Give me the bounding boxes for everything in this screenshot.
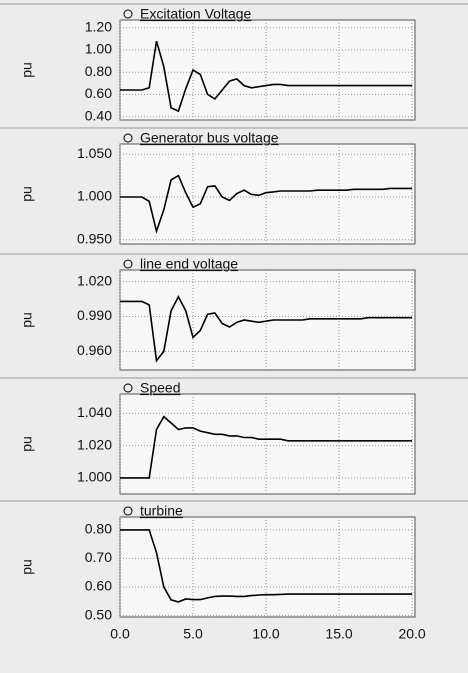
x-tick-label: 15.0: [325, 626, 352, 642]
y-tick-label: 0.990: [77, 307, 112, 323]
y-tick-label: 1.040: [77, 404, 112, 420]
y-axis-label: pu: [19, 62, 35, 78]
legend-label: Speed: [140, 380, 180, 396]
series-line: [120, 529, 413, 603]
y-tick-label: 0.50: [85, 606, 112, 622]
y-tick-label: 1.000: [77, 469, 112, 485]
plot-area: [119, 393, 416, 495]
legend-marker: [123, 383, 133, 393]
y-axis-label: pu: [19, 312, 35, 328]
x-tick-label: 20.0: [398, 626, 425, 642]
legend-label: Generator bus voltage: [140, 130, 279, 146]
plot-area: [119, 516, 416, 618]
y-tick-label: 0.80: [85, 521, 112, 537]
y-axis-label: pu: [19, 559, 35, 575]
x-tick-label: 5.0: [183, 626, 203, 642]
legend-label: Excitation Voltage: [140, 6, 252, 22]
series-line: [120, 40, 413, 113]
legend-marker: [123, 259, 133, 269]
y-axis-label: pu: [19, 186, 35, 202]
plot-area: [119, 269, 416, 371]
y-axis-label: pu: [19, 436, 35, 452]
legend-label: turbine: [140, 503, 183, 519]
y-tick-label: 1.020: [77, 272, 112, 288]
y-tick-label: 0.80: [85, 63, 112, 79]
plot-area: [119, 19, 416, 121]
x-tick-label: 10.0: [252, 626, 279, 642]
y-tick-label: 1.00: [85, 41, 112, 57]
legend-label: line end voltage: [140, 256, 238, 272]
y-tick-label: 0.60: [85, 85, 112, 101]
y-tick-label: 0.950: [77, 230, 112, 246]
plot-area: [119, 143, 416, 245]
legend-marker: [123, 133, 133, 143]
legend-marker: [123, 506, 133, 516]
y-tick-label: 1.020: [77, 436, 112, 452]
series-line: [120, 415, 413, 479]
y-tick-label: 1.20: [85, 18, 112, 34]
y-tick-label: 0.70: [85, 549, 112, 565]
x-tick-label: 0.0: [110, 626, 130, 642]
y-tick-label: 0.960: [77, 342, 112, 358]
series-line: [120, 174, 413, 235]
legend-marker: [123, 9, 133, 19]
y-tick-label: 1.050: [77, 145, 112, 161]
series-line: [120, 294, 413, 363]
y-tick-label: 0.60: [85, 578, 112, 594]
y-tick-label: 1.000: [77, 188, 112, 204]
y-tick-label: 0.40: [85, 107, 112, 123]
